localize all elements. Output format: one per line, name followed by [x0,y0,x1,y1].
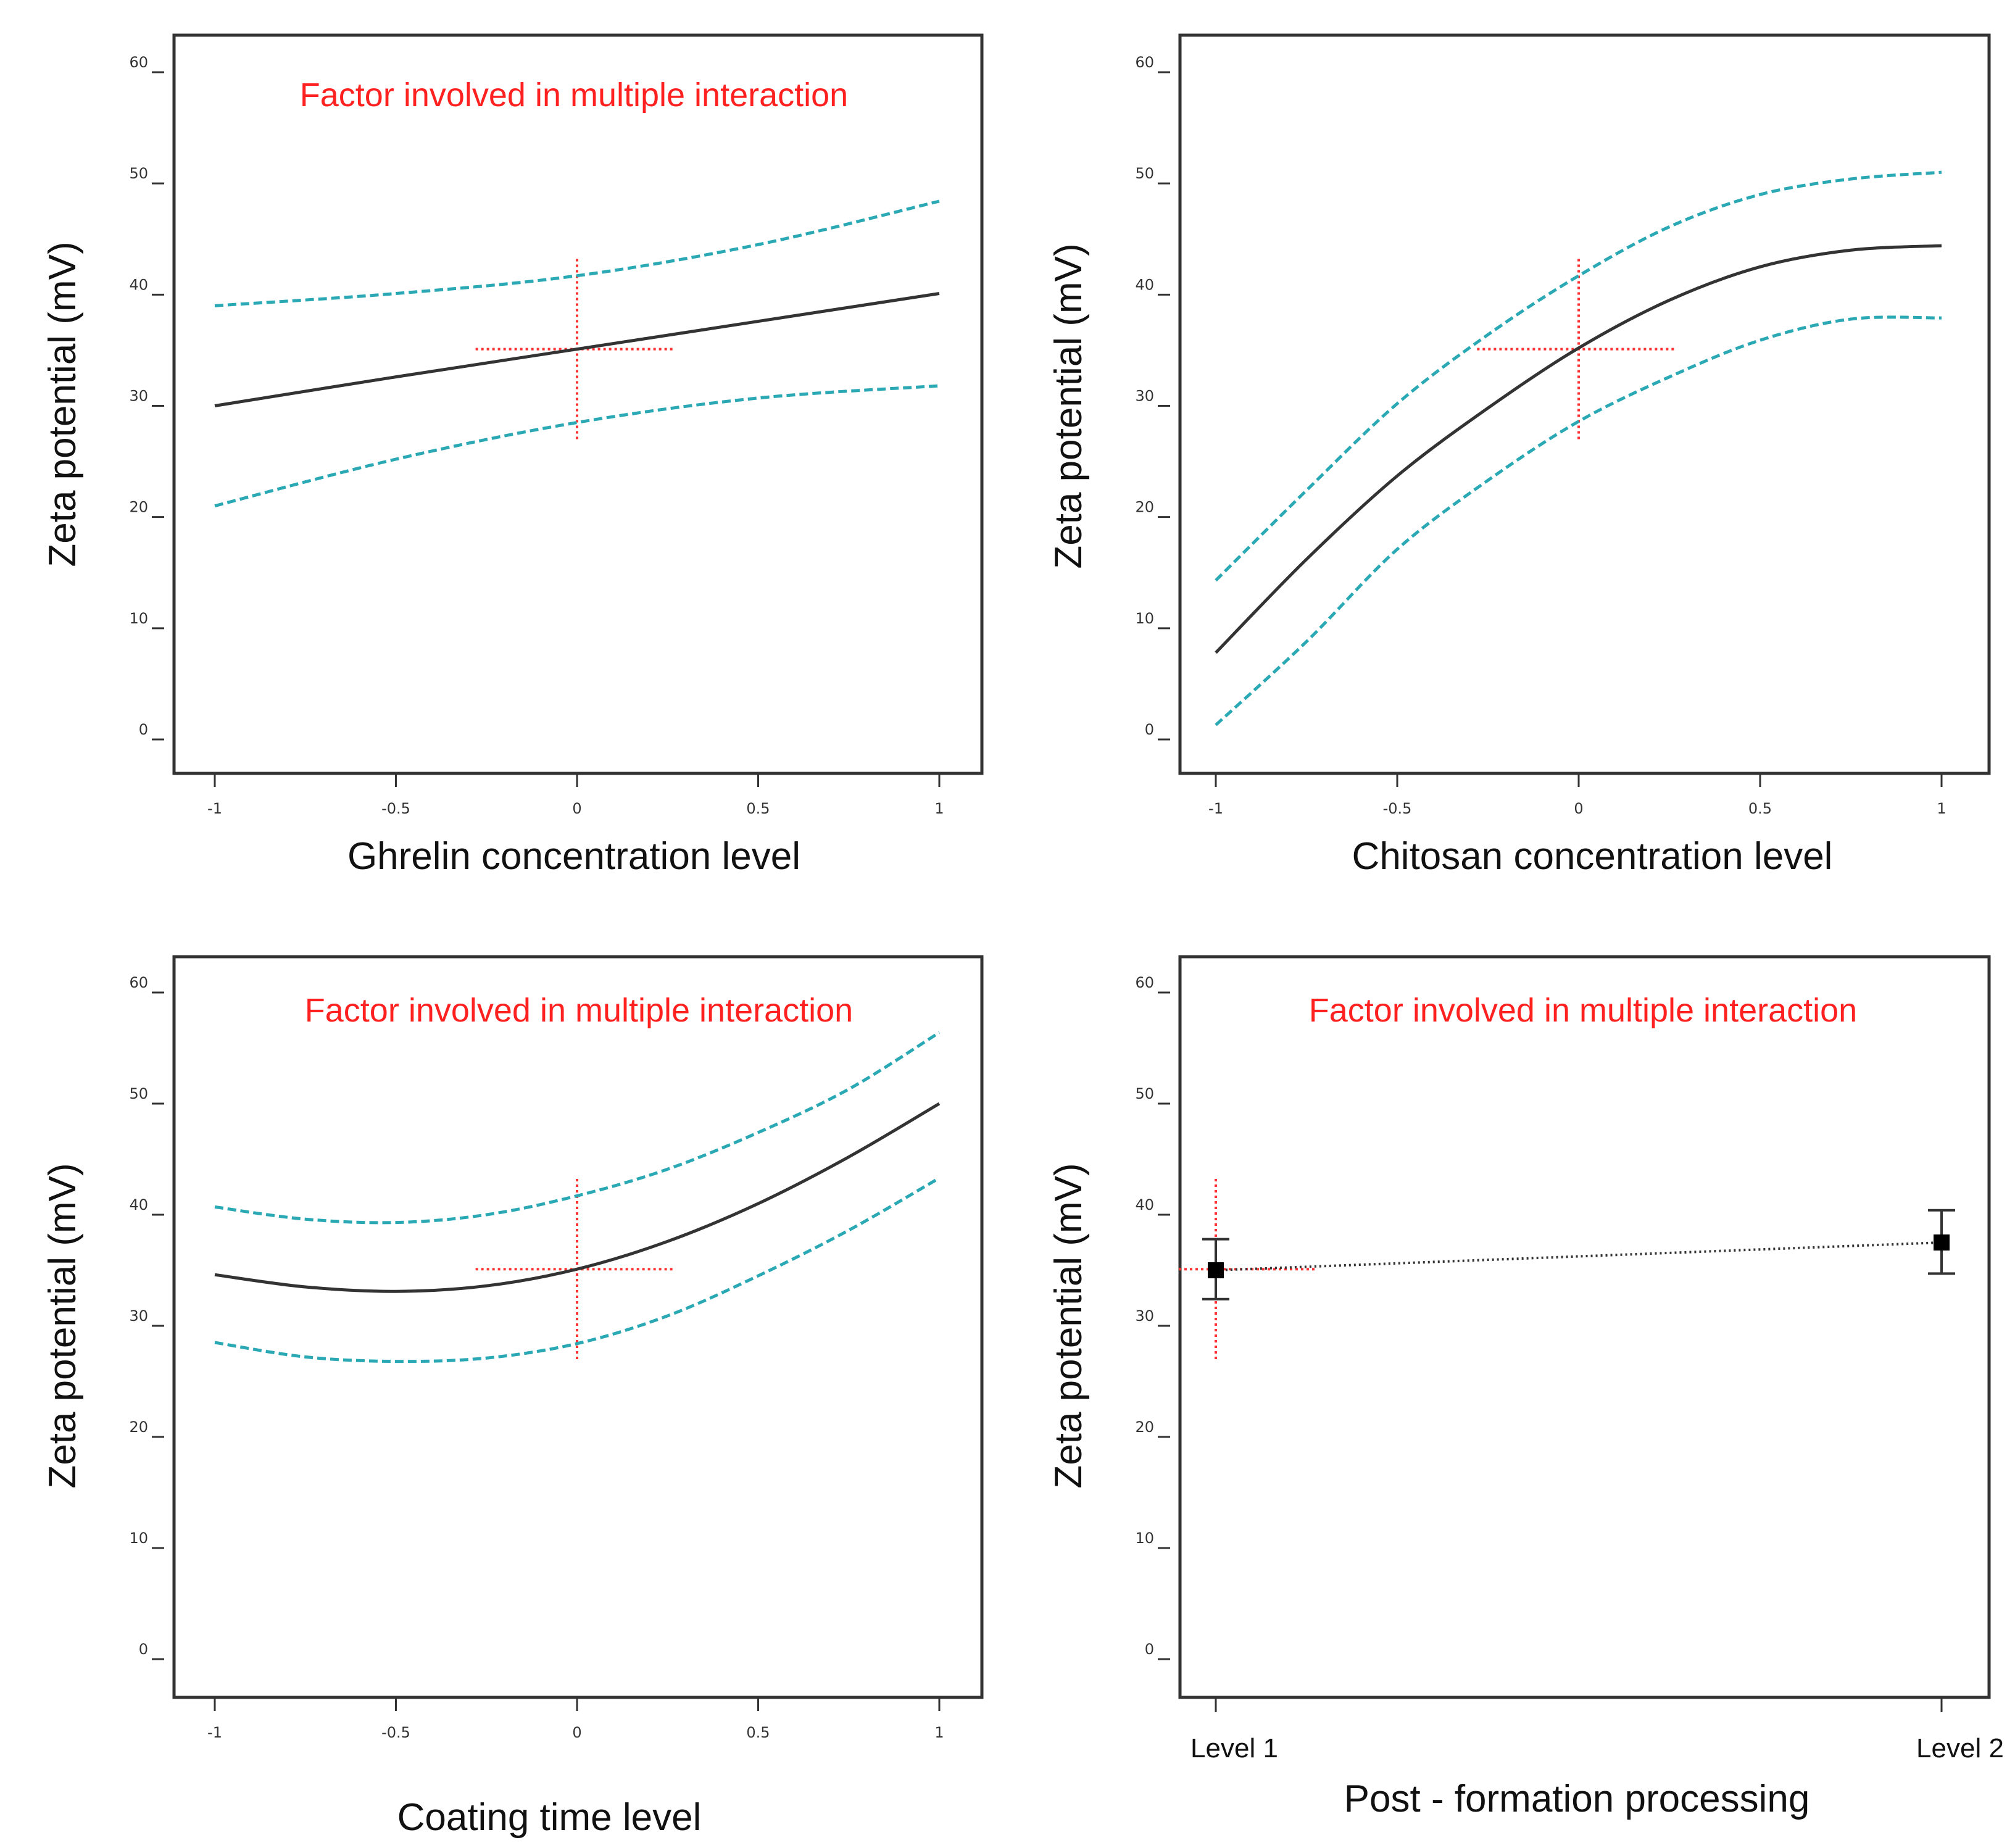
lower-ci-line [214,384,940,508]
plot-frame [172,955,984,1699]
y-tick-label: 30 [1135,1307,1154,1325]
x-tick-label: 1 [934,800,944,817]
lower-ci-line [214,1176,941,1363]
panel-coating-time: 0 10 20 30 40 50 60 -1 -0.5 0 0.5 1 Factor involved… [41,955,984,1839]
x-axis-title: Post - formation processing [1344,1778,1810,1820]
axis-ticks: 0 10 20 30 40 50 60 -1 -0.5 0 0.5 1 [1135,54,1946,817]
plot-marks [1215,170,1942,726]
plot-marks [1179,1178,1955,1359]
upper-ci-line [214,199,940,307]
fit-line [214,292,940,407]
x-tick-label: -0.5 [381,800,410,817]
plot-frame [1178,955,1991,1699]
y-tick-label: 40 [1135,276,1154,293]
chart-annotation: Factor involved in multiple interaction [305,992,853,1029]
x-tick-label: -1 [207,800,222,817]
plot-marks [214,1031,941,1363]
axis-ticks: 0 10 20 30 40 50 60 -1 -0.5 0 0.5 1 [129,54,944,817]
y-tick-label: 50 [129,165,148,182]
y-tick-label: 30 [129,388,148,405]
plot-marks [214,199,940,508]
x-tick-label: 1 [934,1724,944,1741]
x-tick-label: 0 [1574,800,1583,817]
data-point [1934,1234,1950,1251]
y-tick-label: 0 [1145,1641,1154,1658]
chart-annotation: Factor involved in multiple interaction [1309,992,1857,1029]
chart-annotation: Factor involved in multiple interaction [300,77,848,114]
x-tick-label: -1 [207,1724,222,1741]
y-tick-label: 60 [1135,54,1154,71]
y-tick-label: 0 [1145,721,1154,738]
y-tick-label: 20 [1135,1418,1154,1436]
y-tick-label: 20 [1135,499,1154,516]
y-tick-label: 40 [1135,1196,1154,1213]
y-tick-label: 30 [1135,388,1154,405]
x-tick-label: 1 [1937,800,1946,817]
x-tick-label: 0.5 [746,800,770,817]
y-tick-label: 0 [139,721,148,738]
y-axis-title: Zeta potential (mV) [1047,1163,1090,1488]
panel-post-formation: 0 10 20 30 40 50 60 Level 1 Level 2 Factor invol… [1047,955,2004,1820]
y-tick-label: 10 [1135,610,1154,627]
x-axis-title: Chitosan concentration level [1352,835,1833,878]
y-tick-label: 0 [139,1641,148,1658]
y-tick-label: 20 [129,1418,148,1436]
x-tick-label: -0.5 [381,1724,410,1741]
x-axis-title: Coating time level [397,1796,702,1839]
x-tick-label: 0.5 [746,1724,770,1741]
axis-ticks: 0 10 20 30 40 50 60 -1 -0.5 0 0.5 1 [129,974,944,1741]
x-tick-label: 0.5 [1748,800,1772,817]
y-tick-label: 30 [129,1307,148,1325]
y-tick-label: 10 [129,610,148,627]
y-axis-title: Zeta potential (mV) [41,1163,84,1488]
y-tick-label: 50 [129,1085,148,1102]
x-category-label: Level 2 [1916,1733,2004,1763]
fit-line [1215,244,1942,654]
x-axis-title: Ghrelin concentration level [347,835,800,878]
y-tick-label: 20 [129,499,148,516]
x-tick-label: 0 [572,800,581,817]
y-axis-title: Zeta potential (mV) [41,241,84,567]
data-point [1208,1262,1224,1278]
y-tick-label: 10 [129,1530,148,1547]
panel-ghrelin: 0 10 20 30 40 50 60 -1 -0.5 0 0.5 1 Factor involved… [41,33,984,878]
lower-ci-line [1215,315,1942,726]
upper-ci-line [1215,170,1942,582]
fit-line [214,1102,941,1293]
plot-frame [1178,33,1991,775]
y-tick-label: 40 [129,276,148,293]
x-tick-label: -1 [1208,800,1223,817]
y-tick-label: 60 [1135,974,1154,991]
y-tick-label: 40 [129,1196,148,1213]
y-axis-title: Zeta potential (mV) [1047,243,1090,568]
x-tick-label: -0.5 [1383,800,1412,817]
y-tick-label: 50 [1135,1085,1154,1102]
axis-ticks: 0 10 20 30 40 50 60 Level 1 Level 2 [1135,974,2003,1763]
x-tick-label: 0 [572,1724,581,1741]
y-tick-label: 50 [1135,165,1154,182]
y-tick-label: 10 [1135,1530,1154,1547]
y-tick-label: 60 [129,54,148,71]
panel-chitosan: 0 10 20 30 40 50 60 -1 -0.5 0 0.5 1 Chitosan concen… [1047,33,1991,878]
x-category-label: Level 1 [1190,1733,1278,1763]
y-tick-label: 60 [129,974,148,991]
upper-ci-line [214,1031,941,1225]
